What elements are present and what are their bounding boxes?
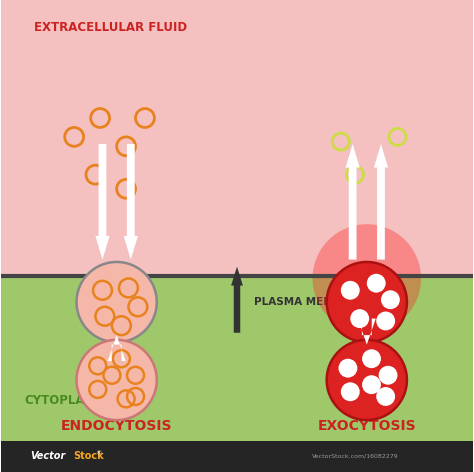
Text: PLASMA MEMBRANE: PLASMA MEMBRANE <box>254 297 373 307</box>
Text: EXOCYTOSIS: EXOCYTOSIS <box>318 419 416 433</box>
FancyArrow shape <box>231 267 243 333</box>
Circle shape <box>341 281 360 300</box>
Circle shape <box>350 309 369 328</box>
Bar <box>1 0 473 276</box>
Circle shape <box>76 340 157 420</box>
Circle shape <box>327 262 407 342</box>
Text: ENDOCYTOSIS: ENDOCYTOSIS <box>61 419 173 433</box>
FancyArrow shape <box>358 319 376 345</box>
FancyArrow shape <box>346 144 360 260</box>
FancyArrow shape <box>108 335 126 361</box>
Circle shape <box>338 359 357 378</box>
FancyArrow shape <box>95 144 109 260</box>
FancyArrow shape <box>374 144 388 260</box>
Text: ®: ® <box>95 452 101 456</box>
Circle shape <box>376 312 395 330</box>
Circle shape <box>76 262 157 342</box>
Circle shape <box>379 366 398 385</box>
Text: Stock: Stock <box>73 451 104 462</box>
Circle shape <box>341 382 360 401</box>
Bar <box>1 276 473 441</box>
Circle shape <box>367 274 386 293</box>
Circle shape <box>362 375 381 394</box>
Text: EXTRACELLULAR FLUID: EXTRACELLULAR FLUID <box>34 21 187 34</box>
Circle shape <box>312 224 421 333</box>
Bar <box>1 441 473 472</box>
Text: VectorStock.com/16082279: VectorStock.com/16082279 <box>311 454 398 459</box>
Circle shape <box>327 340 407 420</box>
FancyArrow shape <box>124 144 138 260</box>
Text: CYTOPLASM: CYTOPLASM <box>25 394 105 407</box>
Circle shape <box>381 290 400 309</box>
Text: Vector: Vector <box>31 451 66 462</box>
Circle shape <box>376 387 395 406</box>
Circle shape <box>362 349 381 368</box>
